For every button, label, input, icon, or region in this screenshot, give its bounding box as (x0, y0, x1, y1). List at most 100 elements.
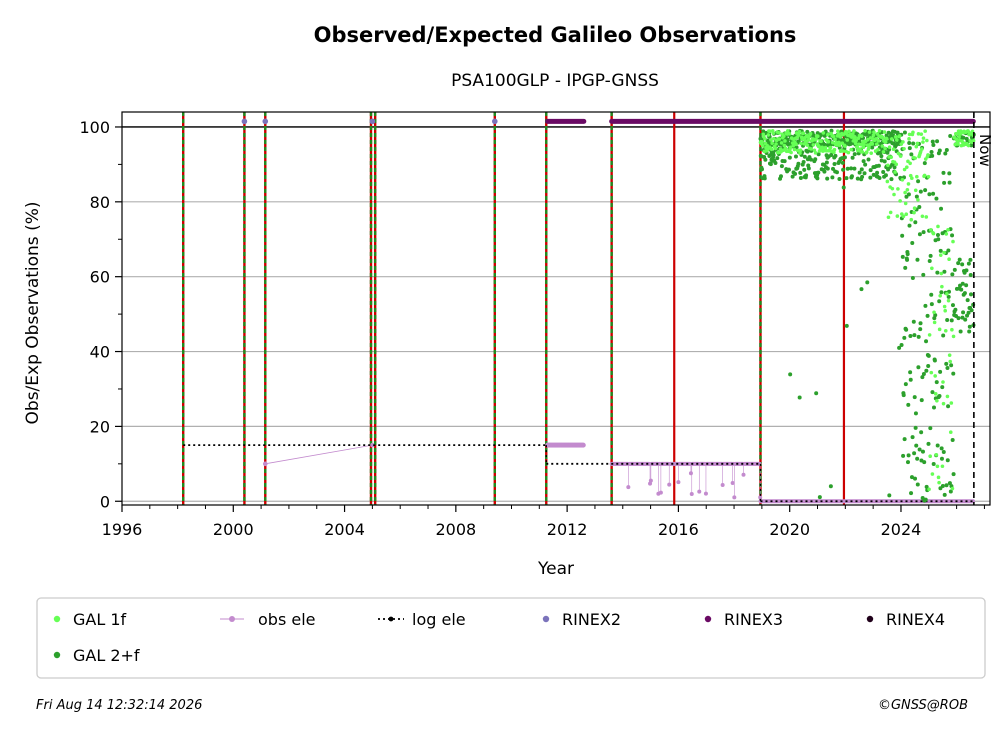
gal-2f-point (760, 167, 765, 172)
gal-1f-point (894, 162, 899, 167)
gal-1f-point (815, 134, 820, 139)
gal-1f-point (910, 176, 914, 181)
gal-1f-point (921, 136, 926, 140)
gal-1f-point (813, 151, 818, 155)
gal-1f-point (828, 145, 833, 150)
y-tick-label: 0 (100, 492, 110, 511)
gal-2f-point (816, 152, 821, 157)
gal-1f-point (947, 257, 951, 262)
gal-1f-point (947, 353, 952, 357)
gal-2f-point (951, 472, 956, 477)
gal-1f-point (774, 142, 778, 146)
gal-1f-point (837, 143, 842, 148)
gal-2f-point (941, 170, 946, 175)
gal-2f-point (964, 268, 969, 273)
gal-2f-point (902, 130, 907, 135)
gal-1f-point (838, 134, 842, 139)
gal-1f-point (945, 292, 949, 296)
x-tick-label: 2024 (881, 520, 922, 539)
gal-2f-point (842, 155, 847, 160)
gal-2f-point (923, 303, 928, 308)
gal-1f-point (951, 334, 956, 339)
gal-2f-point (967, 329, 972, 334)
gal-2f-point (824, 160, 829, 165)
gal-2f-point (924, 368, 929, 373)
gal-1f-point (958, 132, 963, 136)
gal-1f-point (933, 374, 937, 378)
gal-2f-point (947, 481, 952, 486)
gal-1f-point (927, 487, 931, 492)
gal-2f-point (910, 435, 915, 440)
gal-2f-point (951, 371, 956, 376)
obs-ele-point (720, 482, 725, 487)
gal-2f-point (937, 148, 942, 153)
gal-2f-point (944, 147, 949, 152)
gal-1f-point (891, 147, 896, 152)
gal-2f-point (850, 155, 855, 160)
gal-1f-point (913, 156, 917, 160)
gal-1f-point (908, 161, 912, 166)
gal-2f-point (775, 156, 780, 161)
obs-ele-point (703, 491, 708, 496)
gal-1f-point (945, 394, 950, 399)
gal-2f-point (950, 438, 955, 443)
obs-ele-point (580, 442, 586, 448)
gal-1f-point (866, 137, 870, 142)
gal-1f-point (902, 167, 907, 172)
x-axis-label: Year (537, 559, 574, 579)
gal-2f-point (939, 446, 944, 451)
gal-1f-point (777, 137, 782, 141)
gal-2f-point (935, 270, 940, 275)
gal-1f-point (930, 472, 935, 476)
obs-ele-point (676, 480, 681, 485)
gal-2f-point (841, 185, 846, 190)
gal-2f-point (903, 265, 908, 270)
gal-1f-point (948, 359, 953, 364)
gal-2f-point (861, 159, 866, 164)
gal-2f-point (771, 153, 776, 158)
gal-1f-point (872, 130, 876, 135)
gal-2f-point (801, 160, 806, 165)
gal-2f-point (927, 259, 932, 264)
gal-1f-point (928, 228, 933, 232)
gal-1f-point (831, 140, 835, 145)
gal-2f-point (917, 205, 922, 210)
gal-2f-point (960, 262, 965, 267)
gal-2f-point (805, 129, 810, 134)
obs-ele-point (648, 481, 653, 486)
gal-1f-point (819, 139, 823, 144)
gal-2f-point (948, 489, 953, 494)
gal-2f-point (909, 491, 914, 496)
gal-1f-point (799, 141, 803, 146)
gal-2f-point (868, 168, 873, 173)
gal-1f-point (948, 430, 953, 435)
gal-2f-point (911, 141, 916, 146)
gal-2f-point (912, 333, 917, 338)
gal-2f-point (857, 170, 862, 175)
gal-2f-point (840, 160, 845, 165)
gal-1f-point (923, 129, 927, 133)
gal-2f-point (931, 462, 936, 467)
gal-1f-point (760, 143, 765, 148)
gal-2f-point (969, 292, 974, 297)
gal-1f-point (811, 143, 816, 147)
gal-2f-point (931, 405, 936, 410)
gal-2f-point (844, 176, 849, 181)
gal-2f-point (875, 170, 880, 175)
gal-1f-point (900, 178, 905, 182)
gal-1f-point (927, 333, 932, 337)
gal-2f-point (866, 157, 871, 162)
gal-1f-point (944, 232, 949, 236)
gal-1f-point (943, 308, 948, 313)
x-tick-label: 2000 (213, 520, 254, 539)
gal-2f-point (882, 159, 887, 164)
gal-1f-point (860, 150, 865, 154)
gal-2f-point (845, 166, 850, 171)
gal-1f-point (926, 153, 930, 157)
gal-1f-point (766, 133, 771, 137)
gal-2f-point (762, 176, 767, 181)
gal-1f-point (885, 179, 890, 184)
gal-2f-point (908, 377, 913, 382)
gal-1f-point (902, 146, 906, 151)
gal-2f-point (961, 135, 966, 140)
